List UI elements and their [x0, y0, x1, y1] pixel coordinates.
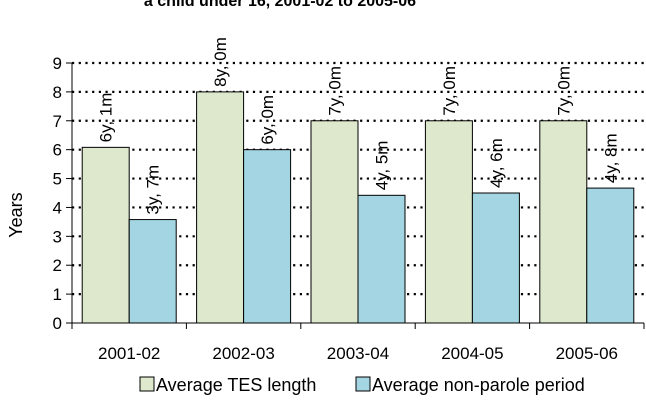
data-label: 7y, 0m — [326, 66, 345, 116]
y-tick-label: 9 — [53, 54, 62, 73]
legend-label: Average TES length — [156, 375, 316, 395]
x-tick-labels: 2001-02 2002-03 2003-04 2004-05 2005-06 — [98, 344, 618, 363]
data-label: 7y, 0m — [554, 66, 573, 116]
data-label: 4y, 8m — [601, 133, 620, 183]
bar-non-parole-2003-04 — [357, 194, 406, 324]
data-label: 4y, 5m — [373, 141, 392, 191]
data-label: 6y, 1m — [97, 93, 116, 143]
data-label: 6y, 0m — [258, 95, 277, 145]
data-label: 8y, 0m — [211, 37, 230, 87]
legend: Average TES length Average non-parole per… — [139, 375, 585, 395]
data-label: 3y, 7m — [144, 165, 163, 215]
y-tick-labels: 0 1 2 3 4 5 6 7 8 9 — [53, 54, 62, 333]
bar-non-parole-2005-06 — [586, 187, 635, 324]
legend-swatch — [355, 376, 371, 392]
y-tick-label: 4 — [53, 198, 62, 217]
y-tick-label: 2 — [53, 256, 62, 275]
x-tick-label: 2002-03 — [212, 344, 274, 363]
y-tick-label: 5 — [53, 170, 62, 189]
y-axis-label: Years — [6, 192, 26, 237]
y-tick-label: 6 — [53, 141, 62, 160]
bar-tes-length-2005-06 — [539, 120, 588, 324]
bar-tes-length-2004-05 — [424, 120, 473, 324]
bar-tes-length-2003-04 — [310, 120, 359, 324]
chart-title: a child under 16, 2001-02 to 2005-06 — [144, 0, 416, 10]
y-tick-label: 8 — [53, 83, 62, 102]
bar-non-parole-2004-05 — [471, 192, 520, 324]
legend-swatch — [139, 376, 155, 392]
x-tick-label: 2004-05 — [441, 344, 503, 363]
x-tick-label: 2001-02 — [98, 344, 160, 363]
bar-tes-length-2001-02 — [81, 146, 130, 324]
y-tick-label: 7 — [53, 112, 62, 131]
bar-non-parole-2002-03 — [243, 149, 292, 324]
bar-tes-length-2002-03 — [196, 91, 245, 324]
axes — [66, 62, 645, 329]
data-labels: 6y, 1m 3y, 7m 8y, 0m 6y, 0m 7y, 0m 4y, 5m 7y, … — [97, 37, 621, 214]
data-label: 7y, 0m — [440, 66, 459, 116]
bars — [81, 91, 635, 324]
legend-label: Average non-parole period — [372, 375, 585, 395]
data-label: 4y, 6m — [487, 138, 506, 188]
x-tick-label: 2005-06 — [556, 344, 618, 363]
y-tick-label: 0 — [53, 314, 62, 333]
y-tick-label: 1 — [53, 285, 62, 304]
bar-non-parole-2001-02 — [128, 219, 177, 324]
y-tick-label: 3 — [53, 227, 62, 246]
x-tick-label: 2003-04 — [327, 344, 389, 363]
